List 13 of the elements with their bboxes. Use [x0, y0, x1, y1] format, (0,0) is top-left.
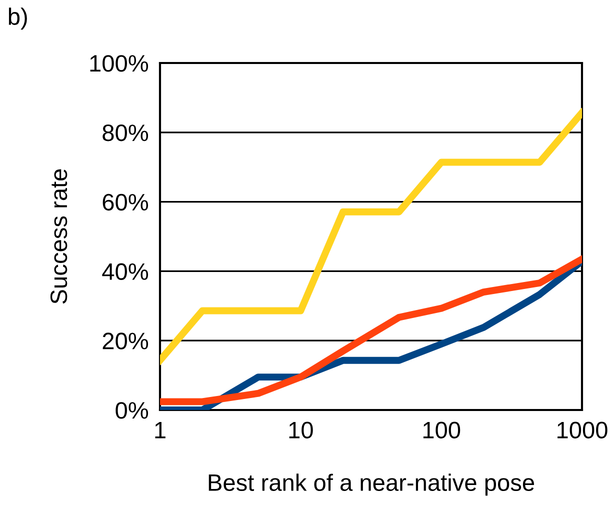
x-tick-label: 1 — [155, 422, 166, 438]
y-axis-title: Success rate — [50, 169, 68, 304]
y-tick-label: 80% — [102, 124, 148, 142]
y-tick-label: 40% — [102, 263, 148, 280]
text: b) — [8, 8, 27, 30]
x-tick-label: 10 — [289, 422, 313, 438]
y-tick-label: 100% — [90, 55, 148, 72]
y-tick-label: 60% — [102, 194, 148, 211]
x-tick-label: 1000 — [558, 422, 608, 438]
y-tick-label: 20% — [102, 332, 148, 350]
x-tick-label: 100 — [423, 422, 460, 438]
x-axis-title: Best rank of a near-native pose — [208, 474, 534, 496]
y-tick-label: 0% — [116, 402, 148, 419]
